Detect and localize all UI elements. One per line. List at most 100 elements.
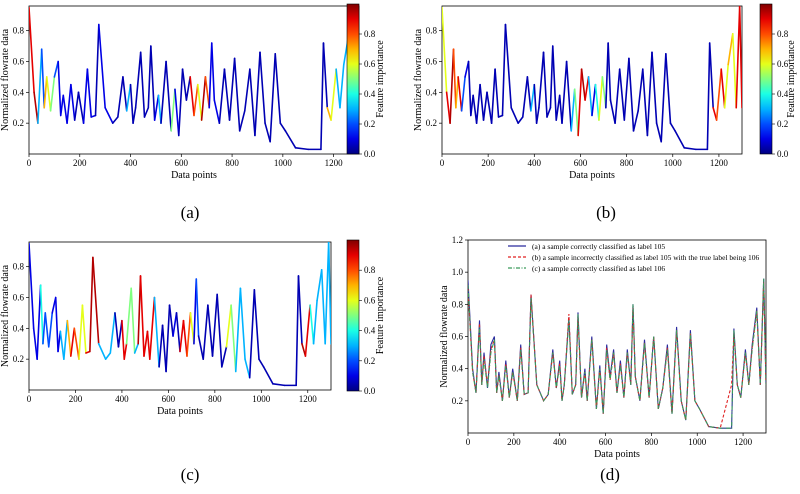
series-segment: [577, 68, 583, 137]
series-segment: [452, 48, 457, 109]
series-segment: [77, 91, 85, 124]
series-segment: [114, 312, 120, 348]
y-tick-label: 0.2: [13, 354, 24, 364]
series-segment: [122, 76, 128, 112]
chart-panel-0: 0 200 400 600 800 1000 1200 0.2 0.4 0.6 0.8 Data po…: [0, 3, 386, 222]
series-segment: [320, 268, 326, 345]
series-segment: [542, 51, 548, 118]
series-segment: [44, 312, 50, 348]
series-line-1: [468, 281, 766, 429]
series-segment: [73, 327, 80, 360]
series-segment: [486, 91, 493, 124]
series-segment: [259, 51, 266, 124]
series-segment: [549, 45, 554, 109]
series-segment: [230, 304, 237, 373]
series-segment: [628, 57, 635, 132]
x-axis-label: Data points: [157, 406, 203, 417]
series-segment: [320, 42, 325, 151]
series-segment: [193, 83, 199, 117]
series-segment: [81, 304, 87, 354]
series-segment: [228, 57, 236, 121]
y-axis-label: Normalized flowrate data: [0, 264, 11, 367]
series-segment: [330, 68, 337, 121]
series-segment: [63, 319, 69, 360]
series-segment: [238, 110, 246, 132]
series-segment: [723, 63, 729, 109]
series-segment: [530, 83, 536, 112]
series-segment: [92, 256, 100, 345]
x-axis-label: Data points: [594, 449, 640, 460]
legend-entry-1: (b) a sample incorrectly classified as l…: [532, 253, 759, 262]
series-segment: [295, 275, 300, 387]
series-segment: [193, 278, 198, 345]
x-tick-label: 800: [225, 158, 239, 168]
y-tick-label: 0.6: [13, 57, 25, 67]
series-segment: [66, 83, 72, 124]
colorbar-tick-label: 0.2: [777, 119, 788, 129]
y-tick-label: 0.8: [13, 262, 25, 272]
series-segment: [42, 312, 47, 345]
series-segment: [134, 51, 142, 109]
y-tick-label: 0.6: [426, 57, 438, 67]
series-group: [29, 6, 359, 151]
colorbar-tick-label: 0.8: [364, 265, 376, 275]
series-segment: [455, 76, 459, 109]
series-segment: [309, 304, 315, 345]
series-segment: [153, 94, 160, 121]
series-segment: [172, 312, 178, 337]
series-segment: [731, 32, 738, 109]
series-segment: [279, 122, 287, 132]
series-segment: [324, 242, 330, 345]
series-segment: [660, 52, 667, 143]
series-segment: [490, 68, 496, 124]
series-segment: [57, 330, 62, 353]
colorbar-tick-label: 0.6: [777, 59, 789, 69]
x-tick-label: 1200: [710, 158, 729, 168]
series-segment: [213, 99, 221, 124]
y-tick-label: 0.4: [426, 87, 438, 97]
series-segment: [674, 130, 686, 149]
series-segment: [207, 304, 214, 357]
series-segment: [29, 242, 35, 330]
series-segment: [243, 68, 251, 112]
series-segment: [264, 122, 271, 143]
series-group: [442, 6, 742, 151]
series-segment: [253, 288, 260, 360]
x-axis-label: Data points: [569, 170, 615, 181]
series-segment: [147, 45, 152, 109]
series-segment: [223, 68, 231, 121]
series-segment: [665, 52, 672, 124]
x-tick-label: 400: [115, 394, 129, 404]
series-segment: [221, 346, 228, 368]
series-segment: [125, 287, 133, 345]
x-tick-label: 600: [574, 158, 588, 168]
series-segment: [312, 299, 318, 345]
series-segment: [129, 83, 134, 124]
series-segment: [45, 76, 52, 112]
series-segment: [565, 60, 573, 132]
series-segment: [225, 304, 232, 348]
series-segment: [82, 68, 89, 124]
series-segment: [641, 68, 649, 137]
series-segment: [123, 342, 128, 360]
series-segment: [54, 296, 59, 353]
y-tick-label: 0.4: [13, 323, 25, 333]
series-segment: [249, 68, 256, 137]
series-segment: [618, 68, 626, 121]
subfigure-caption: (d): [600, 465, 620, 484]
series-segment: [197, 83, 203, 121]
series-segment: [479, 83, 485, 121]
series-segment: [284, 130, 297, 149]
colorbar-tick-label: 0.4: [364, 326, 376, 336]
series-segment: [157, 94, 162, 124]
series-segment: [189, 76, 195, 117]
series-segment: [62, 94, 68, 124]
colorbar: [346, 3, 360, 155]
series-segment: [185, 76, 191, 101]
series-segment: [174, 88, 180, 137]
colorbar-tick-label: 0.8: [364, 29, 376, 39]
series-segment: [304, 304, 311, 357]
x-tick-label: 200: [73, 158, 87, 168]
series-segment: [70, 327, 76, 357]
colorbar-tick-label: 0.4: [777, 89, 789, 99]
